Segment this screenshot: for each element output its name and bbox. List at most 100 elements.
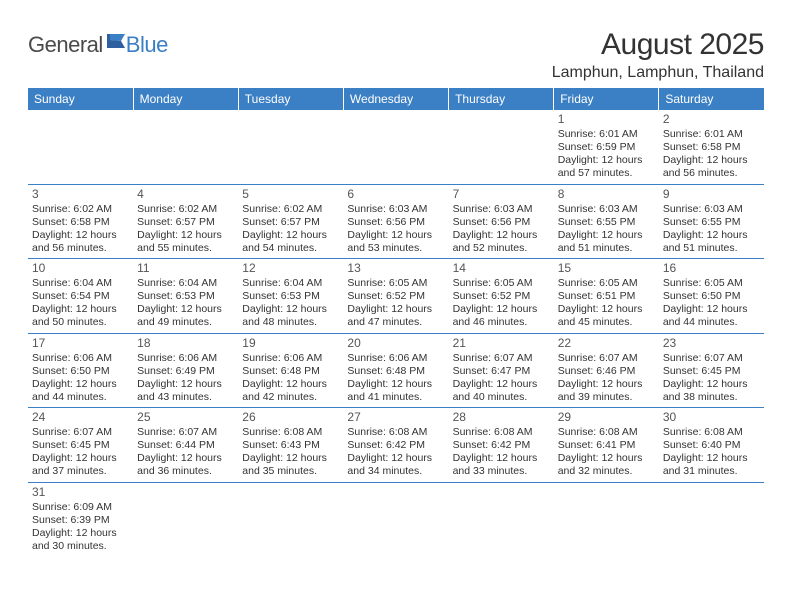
- sunrise-line: Sunrise: 6:05 AM: [558, 277, 655, 290]
- calendar-cell: 23Sunrise: 6:07 AMSunset: 6:45 PMDayligh…: [659, 333, 764, 408]
- sunrise-line: Sunrise: 6:07 AM: [663, 352, 760, 365]
- calendar-row: 3Sunrise: 6:02 AMSunset: 6:58 PMDaylight…: [28, 184, 764, 259]
- calendar-cell: 30Sunrise: 6:08 AMSunset: 6:40 PMDayligh…: [659, 408, 764, 483]
- calendar-cell: [28, 110, 133, 184]
- daylight-line: Daylight: 12 hours and 52 minutes.: [453, 229, 550, 255]
- day-number: 29: [558, 410, 655, 425]
- day-header: Sunday: [28, 88, 133, 110]
- calendar-cell: 13Sunrise: 6:05 AMSunset: 6:52 PMDayligh…: [343, 259, 448, 334]
- sunset-line: Sunset: 6:52 PM: [453, 290, 550, 303]
- calendar-cell: 31Sunrise: 6:09 AMSunset: 6:39 PMDayligh…: [28, 482, 133, 556]
- daylight-line: Daylight: 12 hours and 53 minutes.: [347, 229, 444, 255]
- calendar-cell: 12Sunrise: 6:04 AMSunset: 6:53 PMDayligh…: [238, 259, 343, 334]
- calendar-cell: [133, 482, 238, 556]
- day-number: 22: [558, 336, 655, 351]
- day-number: 9: [663, 187, 760, 202]
- calendar-cell: 16Sunrise: 6:05 AMSunset: 6:50 PMDayligh…: [659, 259, 764, 334]
- sunrise-line: Sunrise: 6:08 AM: [663, 426, 760, 439]
- daylight-line: Daylight: 12 hours and 50 minutes.: [32, 303, 129, 329]
- daylight-line: Daylight: 12 hours and 39 minutes.: [558, 378, 655, 404]
- daylight-line: Daylight: 12 hours and 47 minutes.: [347, 303, 444, 329]
- day-number: 27: [347, 410, 444, 425]
- day-number: 2: [663, 112, 760, 127]
- calendar-cell: 25Sunrise: 6:07 AMSunset: 6:44 PMDayligh…: [133, 408, 238, 483]
- flag-icon: [107, 34, 125, 48]
- day-number: 17: [32, 336, 129, 351]
- daylight-line: Daylight: 12 hours and 31 minutes.: [663, 452, 760, 478]
- logo-text-general: General: [28, 32, 103, 58]
- daylight-line: Daylight: 12 hours and 43 minutes.: [137, 378, 234, 404]
- day-number: 3: [32, 187, 129, 202]
- sunset-line: Sunset: 6:48 PM: [242, 365, 339, 378]
- day-number: 28: [453, 410, 550, 425]
- sunrise-line: Sunrise: 6:07 AM: [32, 426, 129, 439]
- day-number: 15: [558, 261, 655, 276]
- day-number: 6: [347, 187, 444, 202]
- calendar-cell: [449, 482, 554, 556]
- sunrise-line: Sunrise: 6:04 AM: [137, 277, 234, 290]
- sunset-line: Sunset: 6:40 PM: [663, 439, 760, 452]
- sunrise-line: Sunrise: 6:07 AM: [453, 352, 550, 365]
- sunrise-line: Sunrise: 6:08 AM: [558, 426, 655, 439]
- day-number: 31: [32, 485, 129, 500]
- day-number: 20: [347, 336, 444, 351]
- sunset-line: Sunset: 6:44 PM: [137, 439, 234, 452]
- sunset-line: Sunset: 6:42 PM: [453, 439, 550, 452]
- daylight-line: Daylight: 12 hours and 36 minutes.: [137, 452, 234, 478]
- sunrise-line: Sunrise: 6:02 AM: [137, 203, 234, 216]
- daylight-line: Daylight: 12 hours and 37 minutes.: [32, 452, 129, 478]
- calendar-cell: 6Sunrise: 6:03 AMSunset: 6:56 PMDaylight…: [343, 184, 448, 259]
- calendar-cell: 29Sunrise: 6:08 AMSunset: 6:41 PMDayligh…: [554, 408, 659, 483]
- sunset-line: Sunset: 6:42 PM: [347, 439, 444, 452]
- calendar-row: 31Sunrise: 6:09 AMSunset: 6:39 PMDayligh…: [28, 482, 764, 556]
- calendar-cell: 11Sunrise: 6:04 AMSunset: 6:53 PMDayligh…: [133, 259, 238, 334]
- day-number: 7: [453, 187, 550, 202]
- calendar-cell: [343, 110, 448, 184]
- day-number: 13: [347, 261, 444, 276]
- calendar-cell: [343, 482, 448, 556]
- calendar-cell: 19Sunrise: 6:06 AMSunset: 6:48 PMDayligh…: [238, 333, 343, 408]
- calendar-cell: 27Sunrise: 6:08 AMSunset: 6:42 PMDayligh…: [343, 408, 448, 483]
- daylight-line: Daylight: 12 hours and 41 minutes.: [347, 378, 444, 404]
- daylight-line: Daylight: 12 hours and 44 minutes.: [663, 303, 760, 329]
- calendar-cell: 7Sunrise: 6:03 AMSunset: 6:56 PMDaylight…: [449, 184, 554, 259]
- day-number: 26: [242, 410, 339, 425]
- calendar-cell: 4Sunrise: 6:02 AMSunset: 6:57 PMDaylight…: [133, 184, 238, 259]
- daylight-line: Daylight: 12 hours and 35 minutes.: [242, 452, 339, 478]
- daylight-line: Daylight: 12 hours and 55 minutes.: [137, 229, 234, 255]
- daylight-line: Daylight: 12 hours and 56 minutes.: [32, 229, 129, 255]
- title-block: August 2025 Lamphun, Lamphun, Thailand: [552, 28, 764, 82]
- daylight-line: Daylight: 12 hours and 51 minutes.: [663, 229, 760, 255]
- day-number: 4: [137, 187, 234, 202]
- sunrise-line: Sunrise: 6:08 AM: [453, 426, 550, 439]
- sunrise-line: Sunrise: 6:06 AM: [137, 352, 234, 365]
- sunrise-line: Sunrise: 6:05 AM: [663, 277, 760, 290]
- calendar-cell: 28Sunrise: 6:08 AMSunset: 6:42 PMDayligh…: [449, 408, 554, 483]
- daylight-line: Daylight: 12 hours and 51 minutes.: [558, 229, 655, 255]
- day-header: Thursday: [449, 88, 554, 110]
- day-number: 12: [242, 261, 339, 276]
- sunset-line: Sunset: 6:43 PM: [242, 439, 339, 452]
- calendar-cell: [238, 482, 343, 556]
- sunset-line: Sunset: 6:39 PM: [32, 514, 129, 527]
- calendar-cell: 9Sunrise: 6:03 AMSunset: 6:55 PMDaylight…: [659, 184, 764, 259]
- calendar-cell: [659, 482, 764, 556]
- day-number: 21: [453, 336, 550, 351]
- sunset-line: Sunset: 6:48 PM: [347, 365, 444, 378]
- sunrise-line: Sunrise: 6:01 AM: [663, 128, 760, 141]
- day-header: Tuesday: [238, 88, 343, 110]
- daylight-line: Daylight: 12 hours and 33 minutes.: [453, 452, 550, 478]
- sunset-line: Sunset: 6:56 PM: [453, 216, 550, 229]
- sunset-line: Sunset: 6:50 PM: [32, 365, 129, 378]
- calendar-cell: 3Sunrise: 6:02 AMSunset: 6:58 PMDaylight…: [28, 184, 133, 259]
- sunrise-line: Sunrise: 6:06 AM: [347, 352, 444, 365]
- sunrise-line: Sunrise: 6:09 AM: [32, 501, 129, 514]
- calendar-cell: 17Sunrise: 6:06 AMSunset: 6:50 PMDayligh…: [28, 333, 133, 408]
- day-number: 18: [137, 336, 234, 351]
- calendar-cell: 14Sunrise: 6:05 AMSunset: 6:52 PMDayligh…: [449, 259, 554, 334]
- day-number: 10: [32, 261, 129, 276]
- page: General Blue August 2025 Lamphun, Lamphu…: [0, 0, 792, 556]
- day-number: 1: [558, 112, 655, 127]
- daylight-line: Daylight: 12 hours and 54 minutes.: [242, 229, 339, 255]
- calendar-row: 24Sunrise: 6:07 AMSunset: 6:45 PMDayligh…: [28, 408, 764, 483]
